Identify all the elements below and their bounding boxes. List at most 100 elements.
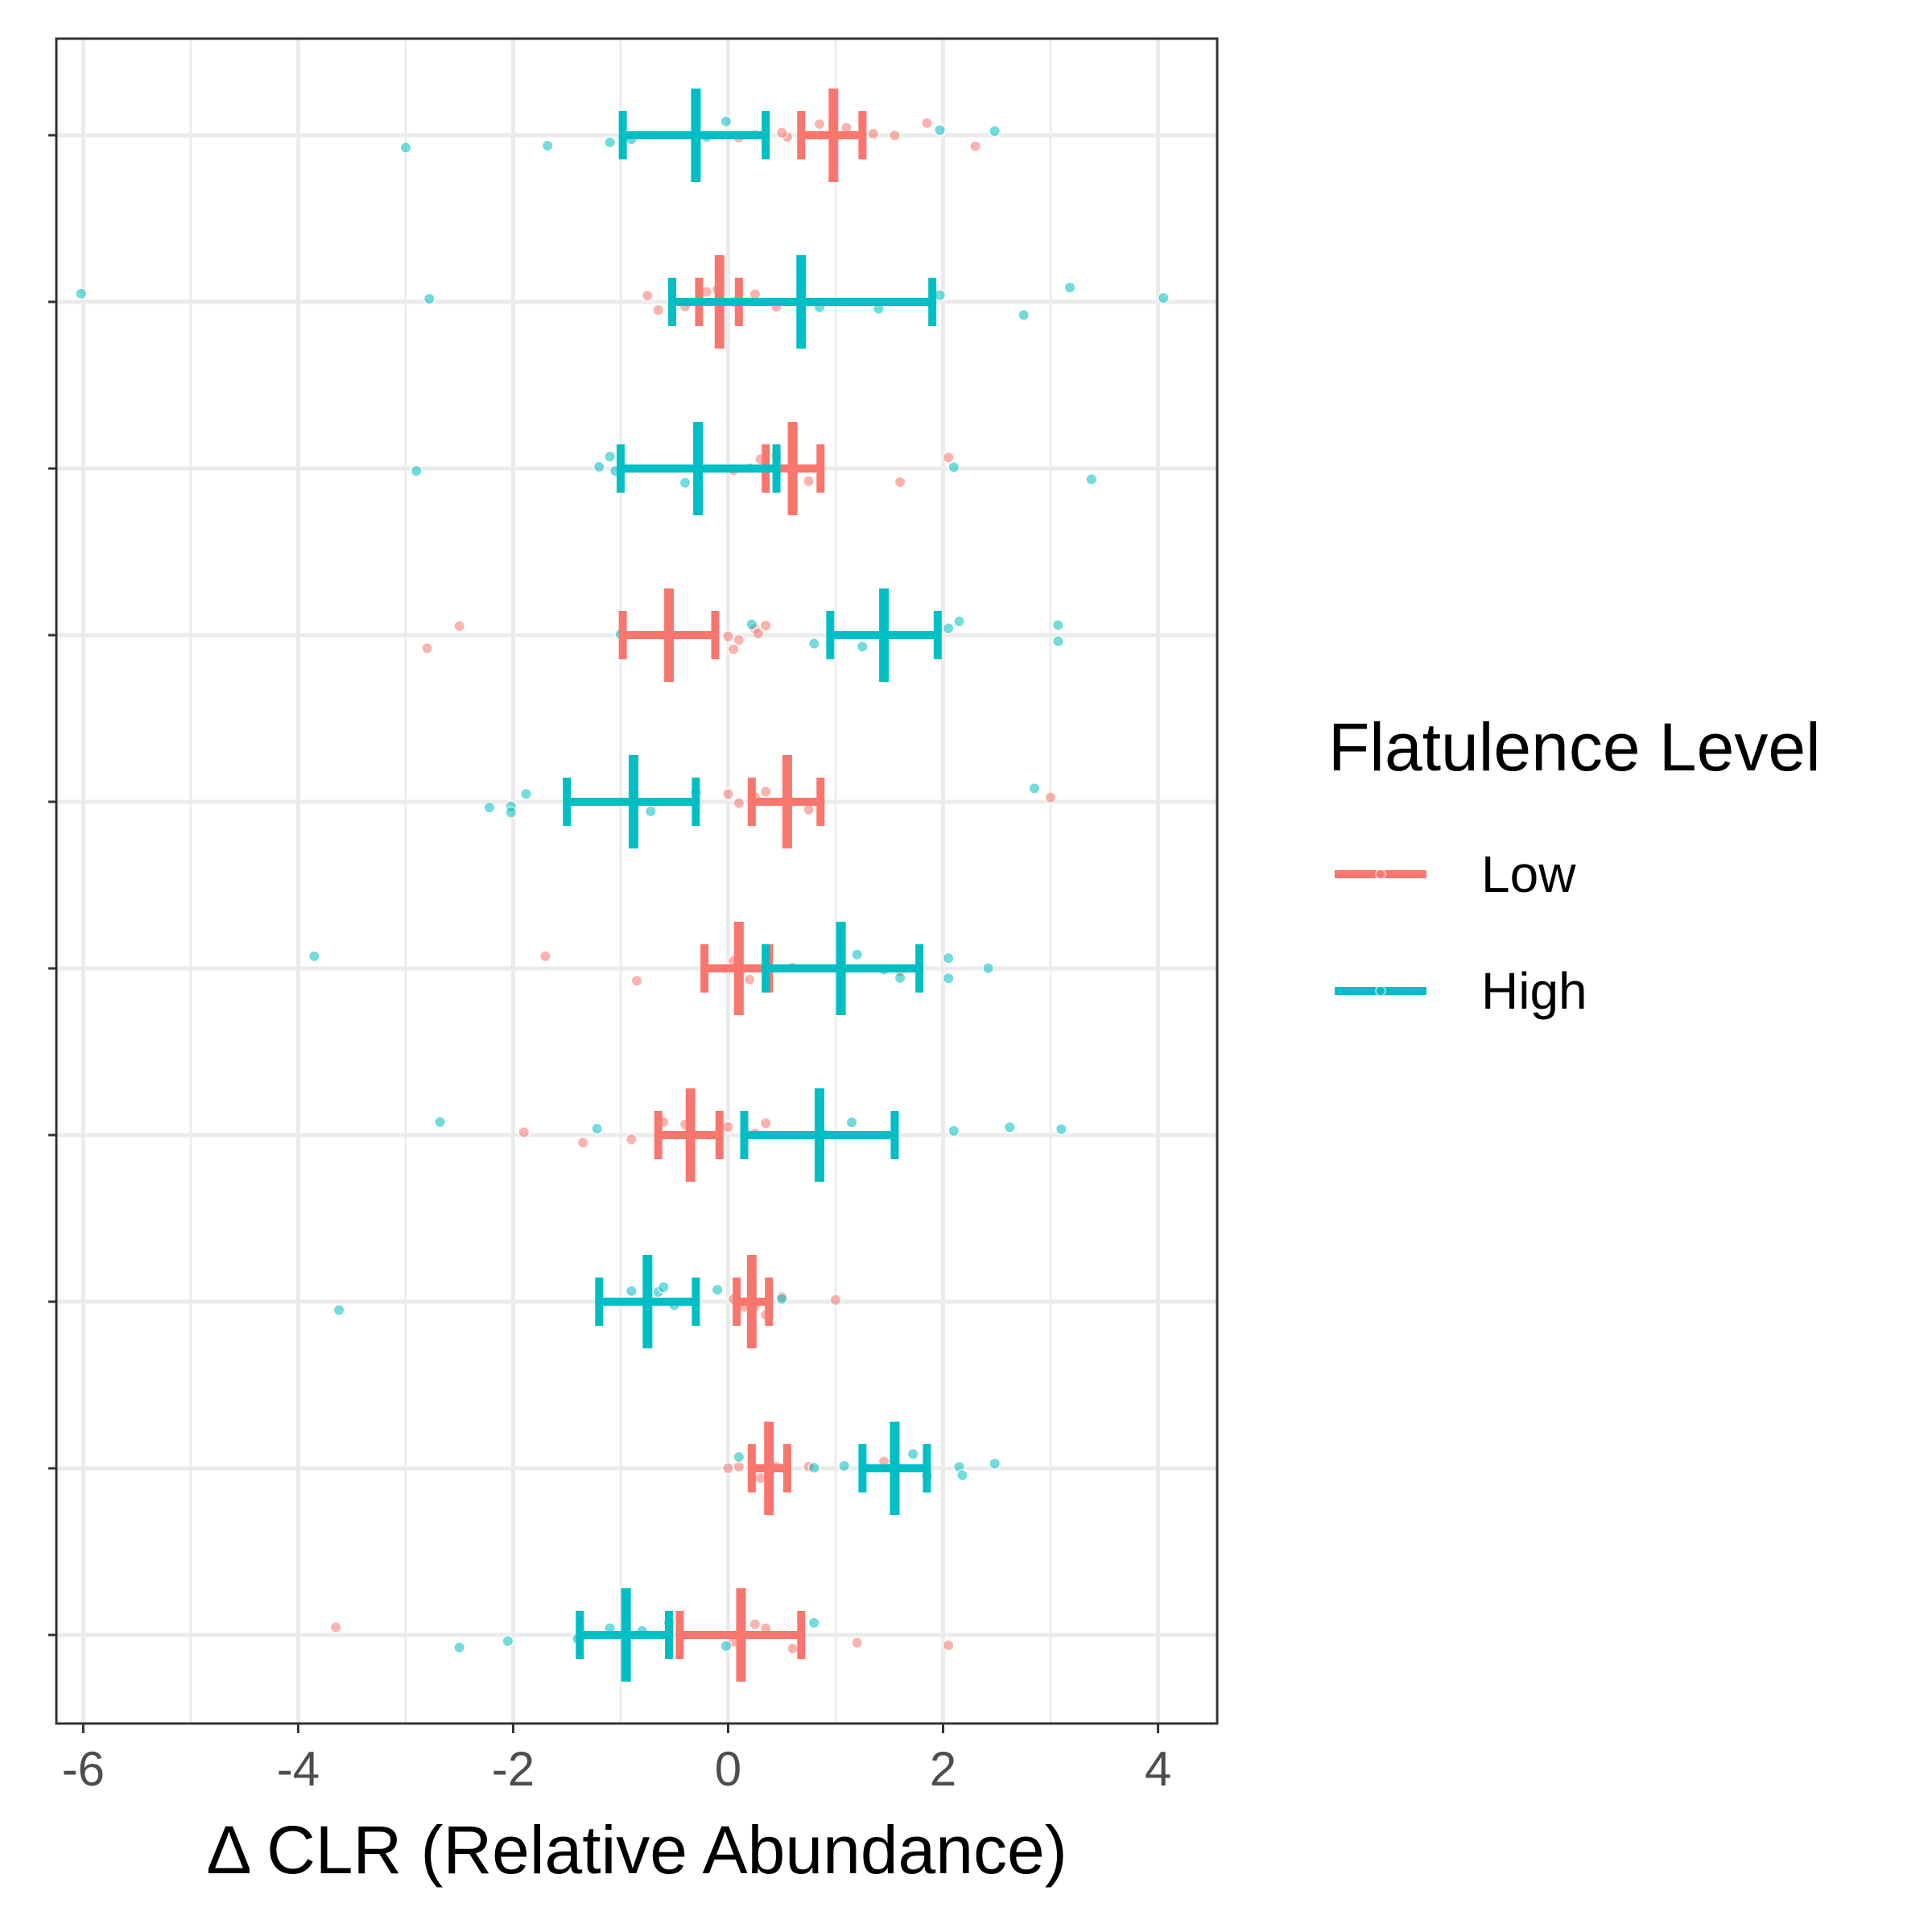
data-point-low <box>942 1638 956 1652</box>
data-point-high <box>952 614 966 628</box>
data-point-low <box>748 1617 762 1631</box>
data-point-high <box>74 287 88 300</box>
data-point-low <box>759 1117 773 1130</box>
data-point-high <box>519 787 533 801</box>
data-point-high <box>856 640 869 654</box>
data-point-high <box>452 1641 466 1654</box>
data-point-high <box>942 972 956 985</box>
legend-key-low <box>1328 858 1433 890</box>
errorbar-high-row-3 <box>616 422 781 515</box>
errorbar-high-row-8 <box>595 1255 700 1348</box>
x-tick-label: -6 <box>62 1742 105 1796</box>
legend-key-high <box>1328 975 1433 1007</box>
x-tick-label: 2 <box>930 1742 956 1796</box>
data-point-high <box>956 1468 969 1482</box>
errorbar-low-row-7 <box>654 1088 724 1182</box>
errorbar-low-row-8 <box>733 1255 774 1348</box>
data-point-low <box>517 1125 530 1139</box>
data-point-high <box>501 1634 514 1648</box>
data-point-high <box>807 637 821 650</box>
data-point-low <box>721 787 735 801</box>
x-axis-title: Δ CLR (Relative Abundance) <box>206 1812 1067 1888</box>
data-point-high <box>603 135 617 149</box>
data-point-high <box>1051 634 1065 648</box>
data-point-high <box>745 617 758 631</box>
data-point-high <box>719 1639 733 1653</box>
data-point-high <box>988 1457 1001 1471</box>
data-point-high <box>1157 291 1170 304</box>
data-point-low <box>539 949 552 963</box>
data-point-high <box>947 1124 960 1137</box>
data-point-low <box>727 642 741 656</box>
legend-label-high: High <box>1481 961 1587 1020</box>
data-point-low <box>968 139 982 153</box>
legend-label-low: Low <box>1481 844 1576 903</box>
data-point-high <box>433 1115 447 1129</box>
data-point-low <box>751 627 765 641</box>
data-point-low <box>888 129 902 142</box>
errorbar-high-row-6 <box>762 922 924 1015</box>
data-point-high <box>732 1450 745 1463</box>
errorbar-low-row-9 <box>747 1422 791 1515</box>
legend-title: Flatulence Level <box>1328 709 1821 785</box>
data-point-high <box>625 1284 638 1298</box>
errorbar-low-row-4 <box>618 588 720 682</box>
legend-item-low: Low <box>1328 815 1821 932</box>
data-point-high <box>711 1283 724 1297</box>
data-point-high <box>947 460 960 474</box>
data-point-low <box>802 474 815 488</box>
data-point-high <box>942 621 956 635</box>
data-point-low <box>721 1461 735 1475</box>
data-point-low <box>759 619 773 633</box>
data-point-high <box>988 124 1001 138</box>
data-point-high <box>981 961 995 975</box>
data-point-low <box>721 630 735 643</box>
data-point-high <box>894 971 907 985</box>
data-point-low <box>866 126 880 140</box>
data-point-high <box>1028 782 1042 795</box>
data-point-low <box>732 796 745 810</box>
data-point-low <box>759 785 773 799</box>
data-point-low <box>894 475 907 489</box>
data-point-high <box>679 476 692 489</box>
x-tick-label: -4 <box>277 1742 320 1796</box>
x-tick-label: 4 <box>1145 1742 1171 1796</box>
data-point-high <box>807 1616 821 1629</box>
data-point-high <box>410 464 423 478</box>
data-point-high <box>807 1461 821 1475</box>
data-point-low <box>786 1641 799 1655</box>
data-point-high <box>933 123 947 137</box>
data-point-high <box>719 114 733 128</box>
data-point-low <box>829 1293 843 1307</box>
errorbar-high-row-10 <box>576 1588 674 1682</box>
data-point-low <box>452 619 466 633</box>
data-point-low <box>576 1136 590 1150</box>
data-point-high <box>1017 308 1030 322</box>
x-tick-label: -2 <box>492 1742 535 1796</box>
data-point-high <box>837 1459 851 1472</box>
data-point-low <box>630 974 643 988</box>
data-point-high <box>906 1447 920 1461</box>
data-point-low <box>743 972 757 986</box>
errorbar-low-row-1 <box>797 89 867 182</box>
x-axis: -6 -4 -2 0 2 4 <box>48 134 1171 1796</box>
data-point-high <box>644 804 658 818</box>
data-point-high <box>850 947 864 961</box>
data-point-low <box>721 1121 735 1134</box>
data-point-high <box>1084 473 1098 486</box>
data-point-high <box>1055 1122 1068 1136</box>
data-point-high <box>592 460 606 473</box>
data-point-low <box>625 1133 638 1146</box>
data-point-high <box>1063 281 1077 295</box>
data-point-high <box>541 138 555 152</box>
errorbar-high-row-4 <box>826 588 942 682</box>
data-point-low <box>812 118 826 131</box>
plot-panel-border <box>55 37 1219 1725</box>
data-point-low <box>329 1620 343 1634</box>
data-point-high <box>1051 618 1065 632</box>
errorbar-high-row-1 <box>618 89 770 182</box>
data-point-low <box>641 289 654 303</box>
data-point-high <box>332 1303 346 1317</box>
